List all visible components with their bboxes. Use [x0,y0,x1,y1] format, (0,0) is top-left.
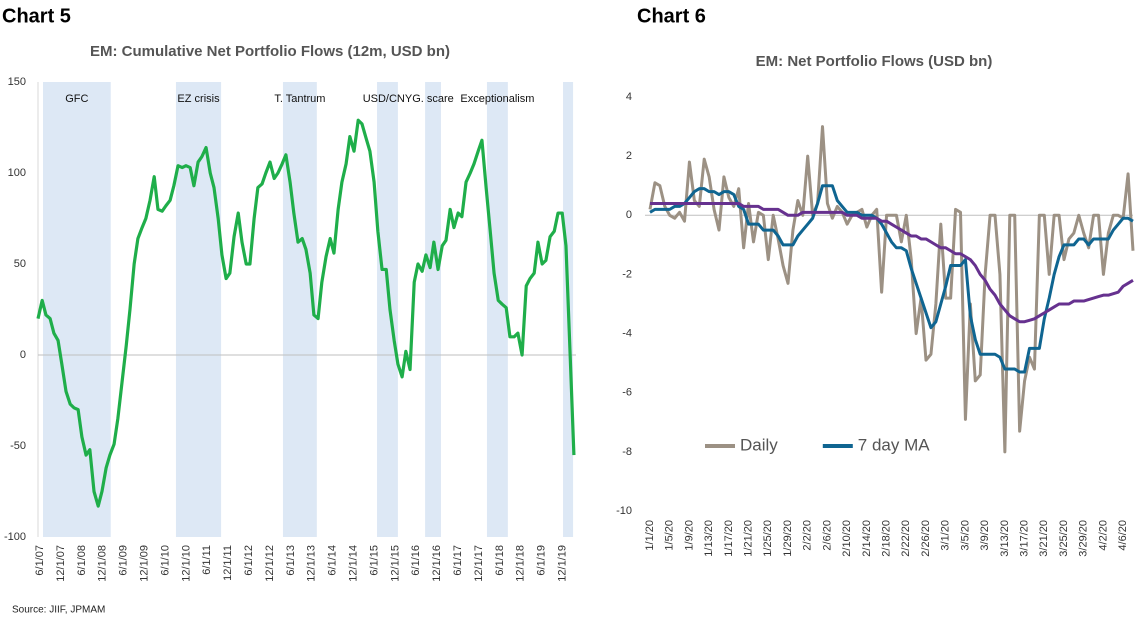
x-tick-label: 6/1/11 [201,545,213,575]
x-tick-label: 2/10/20 [841,520,853,557]
period-label: Exceptionalism [460,93,534,105]
chart-label: Chart 5 [2,5,71,27]
y-tick-label: -2 [622,268,632,280]
x-tick-label: 1/9/20 [683,520,695,551]
period-label: GFC [65,93,88,105]
source: Source: JIIF, JPMAM [12,605,105,616]
series-line [36,118,576,508]
x-tick-label: 12/1/16 [431,545,443,582]
period-label: G. scare [412,93,454,105]
x-tick-label: 3/9/20 [979,520,991,551]
x-tick-label: 3/17/20 [1018,520,1030,557]
shaded-period [43,82,111,537]
x-tick-label: 12/1/19 [557,545,569,582]
y-tick-label: -100 [4,531,26,543]
period-label: EZ crisis [177,93,220,105]
y-tick-label: 50 [14,258,26,270]
y-tick-label: -8 [622,446,632,458]
shaded-period [425,82,441,537]
x-tick-label: 2/26/20 [920,520,932,557]
x-tick-label: 12/1/07 [55,545,67,582]
x-tick-label: 3/21/20 [1038,520,1050,557]
x-tick-label: 12/1/18 [515,545,527,582]
x-tick-label: 1/21/20 [742,520,754,557]
y-tick-label: -6 [622,387,632,399]
x-tick-label: 12/1/08 [97,545,109,582]
x-tick-label: 1/13/20 [703,520,715,557]
shaded-period [282,82,317,537]
x-tick-label: 6/1/18 [494,545,506,576]
x-tick-label: 3/5/20 [959,520,971,551]
period-label: USD/CNY [363,93,413,105]
x-tick-label: 12/1/13 [306,545,318,582]
x-tick-label: 6/1/14 [327,545,339,576]
x-tick-label: 12/1/12 [264,545,276,582]
shaded-period [377,82,398,537]
x-tick-label: 3/29/20 [1078,520,1090,557]
x-tick-label: 1/1/20 [644,520,656,551]
x-tick-label: 6/1/12 [243,545,255,576]
chart-label: Chart 6 [637,5,706,27]
x-tick-label: 12/1/15 [389,545,401,582]
shaded-period [175,82,222,537]
x-tick-label: 3/25/20 [1058,520,1070,557]
x-tick-label: 2/18/20 [880,520,892,557]
y-tick-label: 100 [8,167,26,179]
x-tick-label: 12/1/17 [473,545,485,582]
chart-title: EM: Cumulative Net Portfolio Flows (12m,… [90,43,450,60]
x-tick-label: 1/29/20 [782,520,794,557]
y-tick-label: 0 [20,349,26,361]
x-tick-label: 3/13/20 [999,520,1011,557]
chart-title: EM: Net Portfolio Flows (USD bn) [756,53,993,70]
x-tick-label: 2/2/20 [802,520,814,551]
legend-label: 7 day MA [858,435,930,454]
x-tick-label: 4/2/20 [1097,520,1109,551]
y-tick-label: -10 [616,505,632,517]
x-tick-label: 6/1/10 [159,545,171,576]
x-tick-label: 12/1/14 [348,545,360,582]
y-tick-label: -50 [10,440,26,452]
x-tick-label: 6/1/07 [34,545,46,576]
y-tick-label: 4 [626,91,632,103]
x-tick-label: 4/6/20 [1117,520,1129,551]
series-line [649,184,1134,374]
period-label: T. Tantrum [274,93,325,105]
x-tick-label: 2/6/20 [821,520,833,551]
x-tick-label: 1/25/20 [762,520,774,557]
x-tick-label: 2/22/20 [900,520,912,557]
x-tick-label: 2/14/20 [861,520,873,557]
x-tick-label: 6/1/17 [452,545,464,576]
y-tick-label: -4 [622,327,632,339]
x-tick-label: 6/1/15 [368,545,380,576]
x-tick-label: 1/5/20 [664,520,676,551]
x-tick-label: 1/17/20 [723,520,735,557]
x-tick-label: 6/1/16 [410,545,422,576]
shaded-period [486,82,508,537]
legend-label: Daily [740,435,778,454]
y-tick-label: 0 [626,209,632,221]
series-line [648,125,1135,454]
x-tick-label: 6/1/13 [285,545,297,576]
x-tick-label: 3/1/20 [940,520,952,551]
y-tick-label: 150 [8,76,26,88]
x-tick-label: 12/1/09 [139,545,151,582]
x-tick-label: 12/1/10 [180,545,192,582]
series-line [650,201,1134,324]
y-tick-label: 2 [626,150,632,162]
x-tick-label: 6/1/08 [76,545,88,576]
x-tick-label: 6/1/09 [118,545,130,576]
x-tick-label: 12/1/11 [222,545,234,581]
x-tick-label: 6/1/19 [536,545,548,576]
